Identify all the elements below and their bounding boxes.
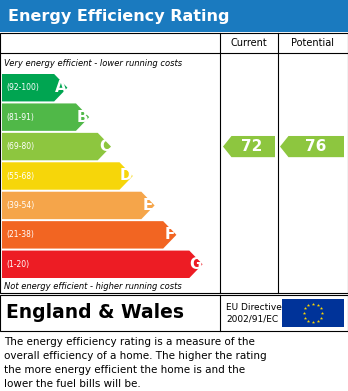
Bar (0, 0, 348, 32)
Text: The energy efficiency rating is a measure of the
overall efficiency of a home. T: The energy efficiency rating is a measur… (4, 337, 267, 389)
Text: 72: 72 (241, 139, 263, 154)
Polygon shape (2, 162, 133, 190)
Text: Very energy efficient - lower running costs: Very energy efficient - lower running co… (4, 59, 182, 68)
Text: B: B (77, 109, 88, 125)
Polygon shape (2, 74, 68, 101)
Text: (81-91): (81-91) (6, 113, 34, 122)
Bar (0, 33, 348, 293)
Text: (1-20): (1-20) (6, 260, 29, 269)
Polygon shape (2, 251, 203, 278)
Text: Potential: Potential (292, 38, 334, 48)
Polygon shape (2, 104, 89, 131)
Text: E: E (143, 198, 153, 213)
Text: Current: Current (231, 38, 267, 48)
Text: (21-38): (21-38) (6, 230, 34, 239)
Text: EU Directive
2002/91/EC: EU Directive 2002/91/EC (226, 303, 282, 323)
Text: 76: 76 (305, 139, 327, 154)
Text: (69-80): (69-80) (6, 142, 34, 151)
Bar (282, 299, 344, 327)
Polygon shape (2, 192, 155, 219)
Text: England & Wales: England & Wales (6, 303, 184, 323)
Polygon shape (280, 136, 344, 157)
Text: C: C (99, 139, 110, 154)
Polygon shape (2, 133, 111, 160)
Polygon shape (2, 221, 176, 249)
Text: A: A (55, 80, 67, 95)
Text: (39-54): (39-54) (6, 201, 34, 210)
Text: Energy Efficiency Rating: Energy Efficiency Rating (8, 9, 229, 23)
Text: F: F (165, 227, 175, 242)
Text: (92-100): (92-100) (6, 83, 39, 92)
Text: D: D (120, 169, 133, 183)
Bar (0, 295, 348, 331)
Polygon shape (223, 136, 275, 157)
Text: G: G (190, 257, 202, 272)
Text: (55-68): (55-68) (6, 172, 34, 181)
Text: Not energy efficient - higher running costs: Not energy efficient - higher running co… (4, 282, 182, 291)
